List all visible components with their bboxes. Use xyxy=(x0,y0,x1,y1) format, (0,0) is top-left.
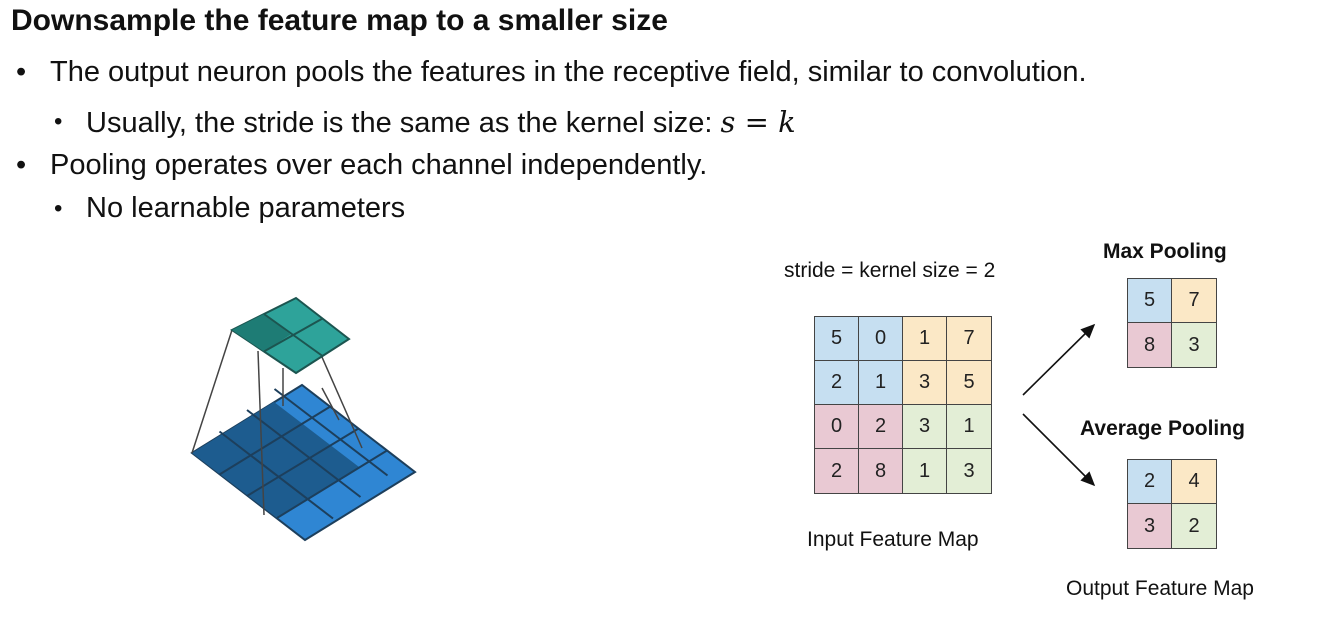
input_grid-cell: 1 xyxy=(859,361,903,405)
bullet-2-sub: • No learnable parameters xyxy=(54,192,406,225)
input_grid-cell: 1 xyxy=(947,405,991,449)
bullet-dot: • xyxy=(54,195,63,222)
max_grid-cell: 5 xyxy=(1128,279,1172,323)
arrow-to-max xyxy=(1022,323,1096,396)
bullet-1-sub: • Usually, the stride is the same as the… xyxy=(54,105,796,140)
pooling-3d-diagram xyxy=(190,296,417,542)
max-pooling-label: Max Pooling xyxy=(1103,240,1227,263)
bullet-dot: • xyxy=(16,149,27,181)
input-feature-map-label: Input Feature Map xyxy=(807,528,979,551)
bullet-2-text: Pooling operates over each channel indep… xyxy=(50,149,708,181)
avg_grid-cell: 2 xyxy=(1172,504,1216,548)
input-plane-grid xyxy=(218,388,389,520)
avg_grid-cell: 3 xyxy=(1128,504,1172,548)
avg_grid-cell: 2 xyxy=(1128,460,1172,504)
page-title: Downsample the feature map to a smaller … xyxy=(11,4,668,37)
arrow-to-avg xyxy=(1022,413,1096,487)
stride-label: stride = kernel size = 2 xyxy=(784,259,996,282)
input_grid-cell: 3 xyxy=(947,449,991,493)
output-feature-map-label: Output Feature Map xyxy=(1066,577,1254,600)
output-plane-grid xyxy=(263,313,324,357)
input_grid-cell: 3 xyxy=(903,405,947,449)
input_grid-cell: 2 xyxy=(815,449,859,493)
stride-formula: s = k xyxy=(720,105,796,139)
input_grid-cell: 3 xyxy=(903,361,947,405)
input_grid-cell: 1 xyxy=(903,317,947,361)
input_grid-cell: 2 xyxy=(859,405,903,449)
input_grid-cell: 0 xyxy=(815,405,859,449)
bullet-2-sub-text: No learnable parameters xyxy=(86,192,406,224)
max_grid-cell: 3 xyxy=(1172,323,1216,367)
bullet-dot: • xyxy=(16,56,27,88)
input_grid-cell: 5 xyxy=(947,361,991,405)
input_grid-cell: 8 xyxy=(859,449,903,493)
input_grid-cell: 7 xyxy=(947,317,991,361)
bullet-2: • Pooling operates over each channel ind… xyxy=(16,149,708,182)
input_grid-cell: 5 xyxy=(815,317,859,361)
input_grid-cell: 2 xyxy=(815,361,859,405)
max_grid-cell: 7 xyxy=(1172,279,1216,323)
bullet-1: • The output neuron pools the features i… xyxy=(16,56,1087,89)
avg-pooling-label: Average Pooling xyxy=(1080,417,1245,440)
input_grid-cell: 0 xyxy=(859,317,903,361)
input_grid-cell: 1 xyxy=(903,449,947,493)
receptive-region xyxy=(192,402,359,518)
avg_grid-cell: 4 xyxy=(1172,460,1216,504)
max_grid-cell: 8 xyxy=(1128,323,1172,367)
bullet-dot: • xyxy=(54,108,63,135)
bullet-1-text: The output neuron pools the features in … xyxy=(50,56,1087,88)
bullet-1-sub-text: Usually, the stride is the same as the k… xyxy=(86,107,721,139)
